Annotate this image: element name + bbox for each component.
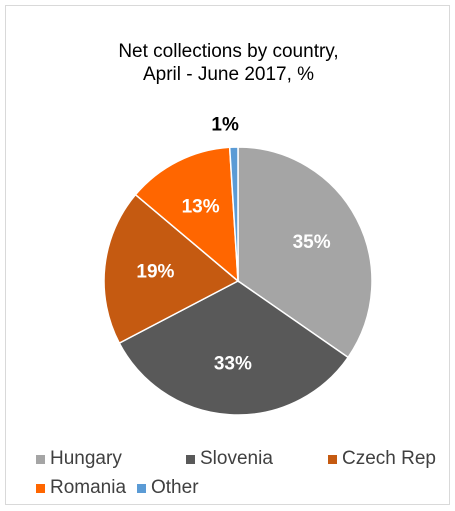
- legend-swatch-romania: [36, 483, 45, 493]
- pie-slice-hungary: [237, 146, 373, 359]
- legend-item-czech-rep: Czech Rep: [328, 448, 436, 470]
- legend-swatch-slovenia: [186, 454, 195, 464]
- chart-title-line-2: April - June 2017, %: [142, 64, 315, 85]
- data-label-romania: 13%: [182, 196, 220, 217]
- data-label-hungary: 35%: [293, 232, 331, 253]
- pie-slice-czech-rep: [103, 193, 240, 345]
- legend-label-other: Other: [151, 477, 199, 498]
- legend-swatch-hungary: [36, 454, 45, 464]
- legend-label-czech-rep: Czech Rep: [342, 448, 436, 469]
- legend-item-hungary: Hungary: [36, 448, 122, 470]
- pie-chart: 35% 33% 19% 13% 1%: [103, 115, 373, 416]
- legend-swatch-other: [137, 483, 146, 493]
- pie-data-labels: 35% 33% 19% 13% 1%: [136, 115, 330, 375]
- pie-slices: [103, 146, 373, 416]
- data-label-czech-rep: 19%: [136, 261, 174, 282]
- legend-swatch-czech-rep: [328, 454, 337, 464]
- chart-legend: Hungary Slovenia Czech Rep Romania Other: [36, 448, 449, 504]
- chart-title: Net collections by country, April - June…: [6, 40, 449, 86]
- legend-label-slovenia: Slovenia: [200, 448, 273, 469]
- legend-item-romania: Romania: [36, 477, 126, 499]
- pie-slice-romania: [134, 146, 239, 283]
- legend-item-other: Other: [137, 477, 199, 499]
- pie-slice-slovenia: [118, 280, 350, 416]
- chart-container: Net collections by country, April - June…: [5, 5, 450, 505]
- legend-label-romania: Romania: [50, 477, 127, 498]
- legend-item-slovenia: Slovenia: [186, 448, 273, 470]
- legend-row-2: Romania Other: [36, 477, 449, 504]
- legend-row-1: Hungary Slovenia Czech Rep: [36, 448, 449, 477]
- data-label-slovenia: 33%: [214, 353, 252, 374]
- legend-label-hungary: Hungary: [50, 448, 122, 469]
- data-label-other: 1%: [211, 115, 239, 136]
- pie-slice-other: [228, 146, 239, 282]
- chart-title-line-1: Net collections by country,: [118, 41, 339, 62]
